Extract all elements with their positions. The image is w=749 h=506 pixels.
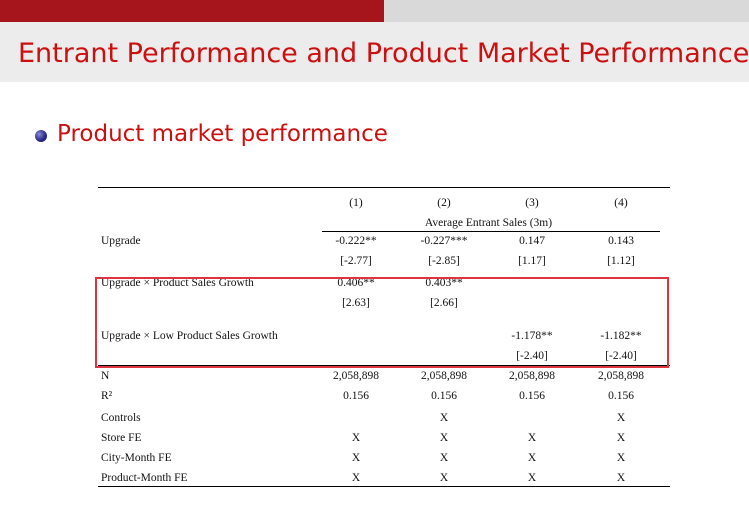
table-cell: X xyxy=(351,452,361,464)
table-cell: 0.156 xyxy=(343,390,369,402)
table-cell: [-2.77] xyxy=(340,255,372,267)
row-label-city-month-fe: City-Month FE xyxy=(101,452,172,464)
table-cell: 2,058,898 xyxy=(421,370,467,382)
table-cell: [2.63] xyxy=(342,297,370,309)
table-cell: X xyxy=(616,472,626,484)
table-cell: [-2.40] xyxy=(516,350,548,362)
row-label-store-fe: Store FE xyxy=(101,432,142,444)
table-bottom-rule xyxy=(98,486,670,488)
table-cell: X xyxy=(439,452,449,464)
table-cell: [1.17] xyxy=(518,255,546,267)
regression-table: (1) (2) (3) (4) Average Entrant Sales (3… xyxy=(98,187,670,488)
row-label-upgrade: Upgrade xyxy=(101,235,141,247)
row-label-controls: Controls xyxy=(101,412,141,424)
table-cell: 2,058,898 xyxy=(509,370,555,382)
header-accent-bar xyxy=(0,0,384,22)
table-cell: 0.406** xyxy=(337,277,375,289)
table-cell: [-2.40] xyxy=(605,350,637,362)
table-cell: 0.147 xyxy=(519,235,545,247)
bullet-ball-icon xyxy=(35,130,47,142)
table-cell: 0.143 xyxy=(608,235,634,247)
table-cell: X xyxy=(439,472,449,484)
column-header-3: (3) xyxy=(525,197,539,209)
table-cell: 0.156 xyxy=(608,390,634,402)
table-cell: X xyxy=(351,432,361,444)
table-cell: X xyxy=(439,412,449,424)
row-label-product-month-fe: Product-Month FE xyxy=(101,472,188,484)
table-cell: 2,058,898 xyxy=(333,370,379,382)
table-top-rule xyxy=(98,187,670,189)
table-cell: X xyxy=(527,432,537,444)
table-cell: X xyxy=(616,412,626,424)
highlight-box xyxy=(95,277,669,368)
column-header-1: (1) xyxy=(349,197,363,209)
table-cell: -0.222** xyxy=(335,235,377,247)
title-bar xyxy=(0,22,749,82)
table-cell: -0.227*** xyxy=(420,235,468,247)
row-label-r2: R² xyxy=(101,390,113,402)
table-mid-rule xyxy=(98,365,670,366)
bullet-item-text: Product market performance xyxy=(57,121,388,147)
table-cell: X xyxy=(527,472,537,484)
column-header-4: (4) xyxy=(614,197,628,209)
row-label-upgrade-growth: Upgrade × Product Sales Growth xyxy=(101,277,254,289)
table-cell: 2,058,898 xyxy=(598,370,644,382)
table-cell: X xyxy=(616,432,626,444)
dependent-variable-label: Average Entrant Sales (3m) xyxy=(424,217,553,229)
table-cell: X xyxy=(439,432,449,444)
column-header-2: (2) xyxy=(437,197,451,209)
table-cell: -1.178** xyxy=(511,330,553,342)
row-label-upgrade-low: Upgrade × Low Product Sales Growth xyxy=(101,330,278,342)
table-cell: [1.12] xyxy=(607,255,635,267)
table-cell: X xyxy=(351,472,361,484)
slide-title: Entrant Performance and Product Market P… xyxy=(18,38,749,69)
header-gray-bar xyxy=(384,0,749,22)
table-cell: -1.182** xyxy=(600,330,642,342)
dep-var-underline xyxy=(322,231,660,232)
row-label-n: N xyxy=(101,370,110,382)
table-cell: 0.403** xyxy=(425,277,463,289)
table-cell: X xyxy=(527,452,537,464)
table-cell: X xyxy=(616,452,626,464)
table-cell: [2.66] xyxy=(430,297,458,309)
table-cell: 0.156 xyxy=(519,390,545,402)
table-cell: [-2.85] xyxy=(428,255,460,267)
table-cell: 0.156 xyxy=(431,390,457,402)
